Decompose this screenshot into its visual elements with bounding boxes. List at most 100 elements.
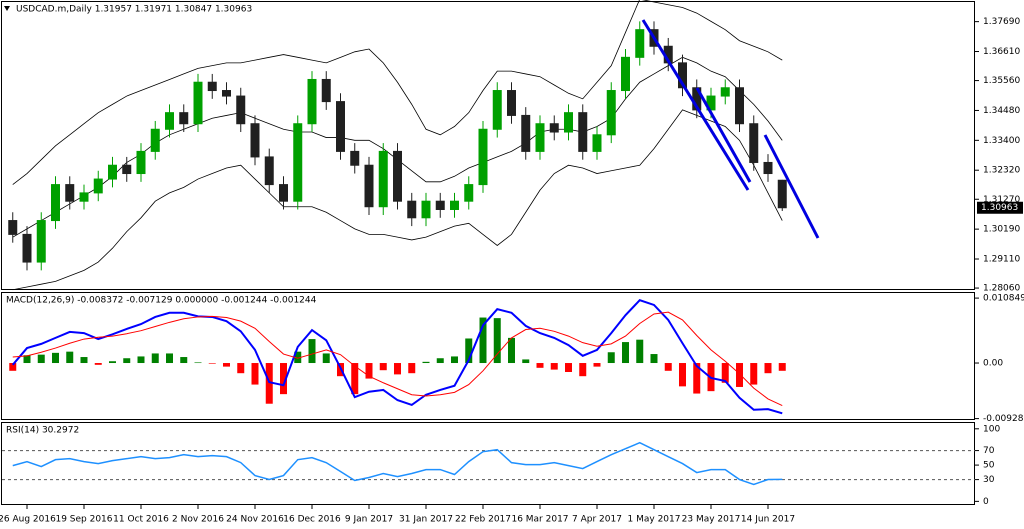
histogram-bar [479, 317, 487, 364]
histogram-bar [180, 357, 188, 364]
y-tick-label: 30 [983, 475, 995, 485]
candle-body [264, 156, 274, 186]
histogram-bar [80, 357, 88, 364]
histogram-bar [23, 355, 31, 364]
candle-body [236, 95, 246, 125]
candle-body [421, 200, 431, 219]
candle-body [36, 220, 46, 263]
y-tick-label: 1.30190 [983, 225, 1020, 235]
y-tick-label: 100 [983, 424, 1000, 434]
y-tick-label: 50 [983, 461, 995, 471]
histogram-bar [465, 338, 473, 364]
candle-body [578, 112, 588, 152]
histogram-bar [550, 363, 558, 370]
candle-body [378, 150, 388, 208]
candle-body [65, 184, 75, 202]
candle-body [122, 164, 132, 175]
candle-body [51, 184, 60, 222]
histogram-bar [764, 363, 772, 374]
y-tick-label: 0.010849 [983, 294, 1024, 304]
histogram-bar [750, 363, 758, 385]
histogram-bar [451, 356, 458, 364]
x-tick-label: 16 Mar 2017 [511, 515, 568, 525]
histogram-bar [280, 363, 287, 395]
histogram-bar [650, 354, 658, 364]
candle-body [22, 233, 32, 263]
y-tick-label: 1.29110 [983, 255, 1020, 265]
candle-body [720, 87, 730, 97]
macd-panel [1, 292, 975, 420]
candle-body [464, 184, 474, 202]
histogram-bar [565, 363, 572, 373]
y-tick-label: 1.28060 [983, 284, 1020, 294]
y-tick-label: -0.009288 [983, 414, 1024, 424]
x-tick-label: 22 Feb 2017 [455, 515, 511, 525]
candle-body [749, 123, 759, 163]
candle-body [8, 220, 18, 235]
candle-body [592, 134, 602, 152]
histogram-bar [52, 352, 59, 364]
histogram-bar [664, 363, 672, 371]
histogram-bar [622, 342, 629, 364]
y-tick-label: 1.32320 [983, 166, 1020, 176]
candle-body [136, 150, 146, 175]
histogram-bar [508, 337, 515, 364]
histogram-bar [379, 363, 387, 371]
rsi-panel [1, 422, 975, 505]
y-tick-label: 1.34480 [983, 106, 1020, 116]
candle-body [165, 112, 174, 130]
histogram-bar [109, 361, 116, 364]
histogram-bar [493, 318, 501, 364]
candle-body [350, 150, 360, 166]
macd-line [12, 311, 783, 406]
histogram-bar [151, 353, 159, 364]
candle-body [321, 78, 331, 103]
x-tick-label: 31 Jan 2017 [399, 515, 453, 525]
histogram-bar [365, 363, 373, 379]
candle-body [606, 90, 616, 136]
x-tick-label: 19 Sep 2016 [55, 515, 112, 525]
histogram-bar [223, 363, 230, 367]
histogram-bar [123, 358, 131, 364]
candle-body [621, 56, 630, 92]
candle-body [108, 164, 117, 180]
trendline [641, 19, 750, 191]
histogram-bar [265, 363, 273, 404]
candle-body [549, 123, 559, 133]
x-tick-label: 11 Oct 2016 [113, 515, 169, 525]
histogram-bar [522, 359, 530, 364]
candle-body [150, 128, 160, 152]
candle-body [93, 178, 103, 194]
histogram-bar [736, 363, 743, 387]
bollinger-band [12, 109, 783, 291]
trendline [695, 87, 752, 183]
histogram-bar [237, 363, 245, 374]
candle-body [535, 123, 545, 152]
candle-body [279, 184, 288, 202]
last-price-box [977, 201, 1023, 214]
x-tick-label: 7 Apr 2017 [572, 515, 622, 525]
candle-body [193, 81, 203, 125]
candle-body [635, 29, 645, 58]
candle-body [777, 179, 787, 209]
y-tick-label: 1.33400 [983, 136, 1020, 146]
histogram-bar [593, 363, 601, 367]
histogram-bar [322, 353, 330, 364]
candle-body [435, 200, 445, 210]
x-tick-label: 23 May 2017 [682, 515, 741, 525]
histogram-bar [422, 361, 430, 364]
x-tick-label: 1 May 2017 [628, 515, 681, 525]
x-tick-label: 14 Jun 2017 [741, 515, 795, 525]
histogram-bar [194, 362, 202, 364]
price-panel [1, 1, 975, 290]
dropdown-icon [4, 6, 10, 11]
histogram-bar [94, 363, 102, 365]
y-tick-label: 1.36610 [983, 47, 1020, 57]
histogram-bar [693, 363, 701, 394]
x-tick-label: 9 Jan 2017 [345, 515, 393, 525]
histogram-bar [37, 354, 45, 364]
candle-body [507, 90, 516, 116]
candle-body [763, 161, 773, 175]
candle-body [478, 128, 488, 186]
